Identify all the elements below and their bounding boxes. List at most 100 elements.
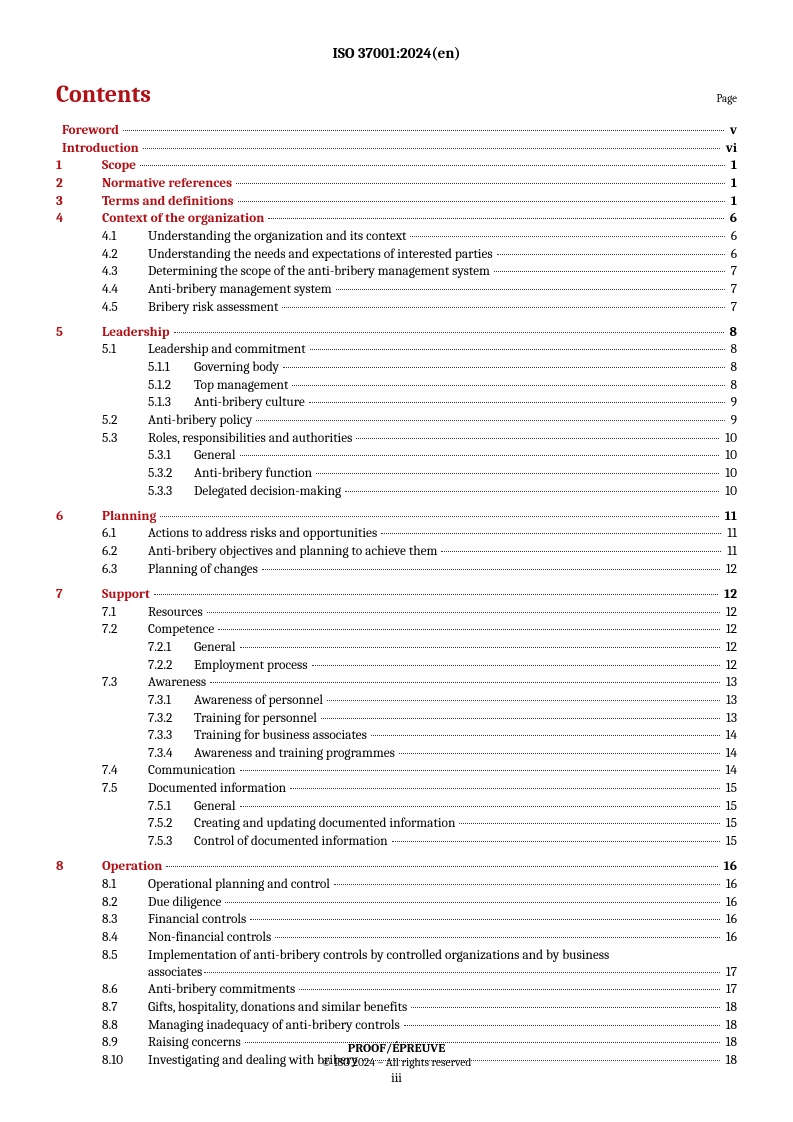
toc-entry: 5Leadership8 [56, 324, 737, 341]
toc-entry-page: 8 [726, 324, 737, 341]
toc-entry-page: 10 [721, 447, 737, 464]
toc-entry-page: 12 [722, 639, 737, 656]
toc-leader [345, 491, 719, 492]
toc-entry: 5.1Leadership and commitment8 [56, 341, 737, 358]
toc-leader [262, 569, 720, 570]
toc-entry-title: Support [102, 586, 152, 603]
toc-leader [123, 130, 724, 131]
contents-heading: Contents [56, 80, 151, 108]
toc-entry: 7.3.2Training for personnel13 [56, 710, 737, 727]
toc-entry-title: Managing inadequacy of anti-bribery cont… [148, 1017, 402, 1034]
toc-entry: 8.6Anti-bribery commitments17 [56, 981, 737, 998]
toc-entry-page: 13 [722, 692, 737, 709]
toc-leader [240, 770, 720, 771]
toc-entry: 3Terms and definitions1 [56, 193, 737, 210]
toc-leader [207, 612, 720, 613]
toc-entry-page: 11 [723, 543, 737, 560]
toc-entry-number: 7.3.4 [148, 745, 194, 762]
toc-entry-number: 4.3 [102, 263, 148, 280]
toc-leader [240, 455, 720, 456]
toc-leader [411, 1007, 719, 1008]
toc-entry: 7.5Documented information15 [56, 780, 737, 797]
toc-entry-title: Determining the scope of the anti-briber… [148, 263, 492, 280]
toc-entry-title: Scope [102, 157, 138, 174]
toc-entry-title: Governing body [194, 359, 281, 376]
toc-entry-title: Non-financial controls [148, 929, 273, 946]
toc-entry-number: 4.1 [102, 228, 148, 245]
toc-leader [334, 884, 720, 885]
toc-entry-number: 7.2.2 [148, 657, 194, 674]
toc-entry-page: 8 [727, 359, 738, 376]
toc-leader [166, 866, 717, 867]
toc-entry-number: 6.1 [102, 525, 148, 542]
toc-leader [459, 823, 719, 824]
toc-leader [299, 989, 720, 990]
toc-entry-title: Roles, responsibilities and authorities [148, 430, 354, 447]
toc-entry-title: Awareness [148, 674, 208, 691]
toc-entry-number: 5.3.1 [148, 447, 194, 464]
toc-leader [327, 700, 720, 701]
toc-entry-title: Anti-bribery culture [194, 394, 307, 411]
toc-entry-title: Awareness and training programmes [194, 745, 397, 762]
toc-entry: 4.2Understanding the needs and expectati… [56, 246, 737, 263]
toc-entry: 5.3.2Anti-bribery function10 [56, 465, 737, 482]
toc-leader [497, 254, 725, 255]
toc-gap [56, 578, 737, 585]
toc-entry-number: 5.3 [102, 430, 148, 447]
toc-entry-number: 3 [56, 193, 102, 210]
toc-entry: 7.3.4Awareness and training programmes14 [56, 745, 737, 762]
toc-entry-title: Anti-bribery function [194, 465, 314, 482]
toc-entry-page: 8 [727, 377, 738, 394]
toc-entry-number: 5.1 [102, 341, 148, 358]
toc-entry-number: 5.1.3 [148, 394, 194, 411]
copyright-text: © ISO 2024 – All rights reserved [0, 1056, 793, 1069]
toc-entry: 8.8Managing inadequacy of anti-bribery c… [56, 1017, 737, 1034]
toc-entry-page: 10 [721, 465, 737, 482]
toc-entry: 4.4Anti-bribery management system7 [56, 281, 737, 298]
toc-leader [236, 183, 725, 184]
toc-entry-number: 7.5.2 [148, 815, 194, 832]
toc-leader [225, 902, 719, 903]
toc-entry-number: 8.2 [102, 894, 148, 911]
toc-entry: 5.1.3Anti-bribery culture9 [56, 394, 737, 411]
toc-entry-number: 7.3.3 [148, 727, 194, 744]
toc-entry-title: Introduction [62, 140, 141, 157]
toc-entry-page: 17 [722, 981, 737, 998]
toc-entry-title: Anti-bribery policy [148, 412, 254, 429]
toc-entry: 4.3Determining the scope of the anti-bri… [56, 263, 737, 280]
toc-entry-title: Employment process [194, 657, 310, 674]
toc-gap [56, 316, 737, 323]
toc-entry-title: Anti-bribery management system [148, 281, 334, 298]
toc-entry: 8.4Non-financial controls16 [56, 929, 737, 946]
toc-leader [494, 271, 725, 272]
toc-entry-page: 10 [721, 483, 737, 500]
toc-entry-page: 6 [726, 210, 737, 227]
toc-leader [381, 533, 721, 534]
toc-entry-title: General [194, 798, 238, 815]
toc-entry-title: Bribery risk assessment [148, 299, 280, 316]
toc-entry-page: vi [722, 140, 737, 157]
toc-leader [204, 972, 720, 973]
toc-entry: 6.3Planning of changes12 [56, 561, 737, 578]
toc-leader [283, 367, 725, 368]
toc-leader [174, 332, 724, 333]
toc-entry-page: 16 [722, 929, 737, 946]
toc-entry: 7.5.1General15 [56, 798, 737, 815]
toc-entry-number: 7.2 [102, 621, 148, 638]
toc-entry-page: 8 [727, 341, 738, 358]
toc-leader [392, 841, 720, 842]
toc-entry-number: 2 [56, 175, 102, 192]
toc-entry: 5.1.2Top management8 [56, 377, 737, 394]
toc-entry-page: 14 [722, 727, 737, 744]
toc-entry-number: 4.2 [102, 246, 148, 263]
toc-entry-title: Understanding the needs and expectations… [148, 246, 495, 263]
document-header: ISO 37001:2024(en) [56, 44, 737, 62]
toc-entry-title: Financial controls [148, 911, 248, 928]
toc-entry-title: Context of the organization [102, 210, 266, 227]
toc-entry-page: 13 [722, 674, 737, 691]
toc-leader [410, 236, 724, 237]
toc-entry: 7.2.2Employment process12 [56, 657, 737, 674]
toc-entry-number: 6.3 [102, 561, 148, 578]
toc-entry-number: 7.3.2 [148, 710, 194, 727]
toc-entry-number: 7.5 [102, 780, 148, 797]
